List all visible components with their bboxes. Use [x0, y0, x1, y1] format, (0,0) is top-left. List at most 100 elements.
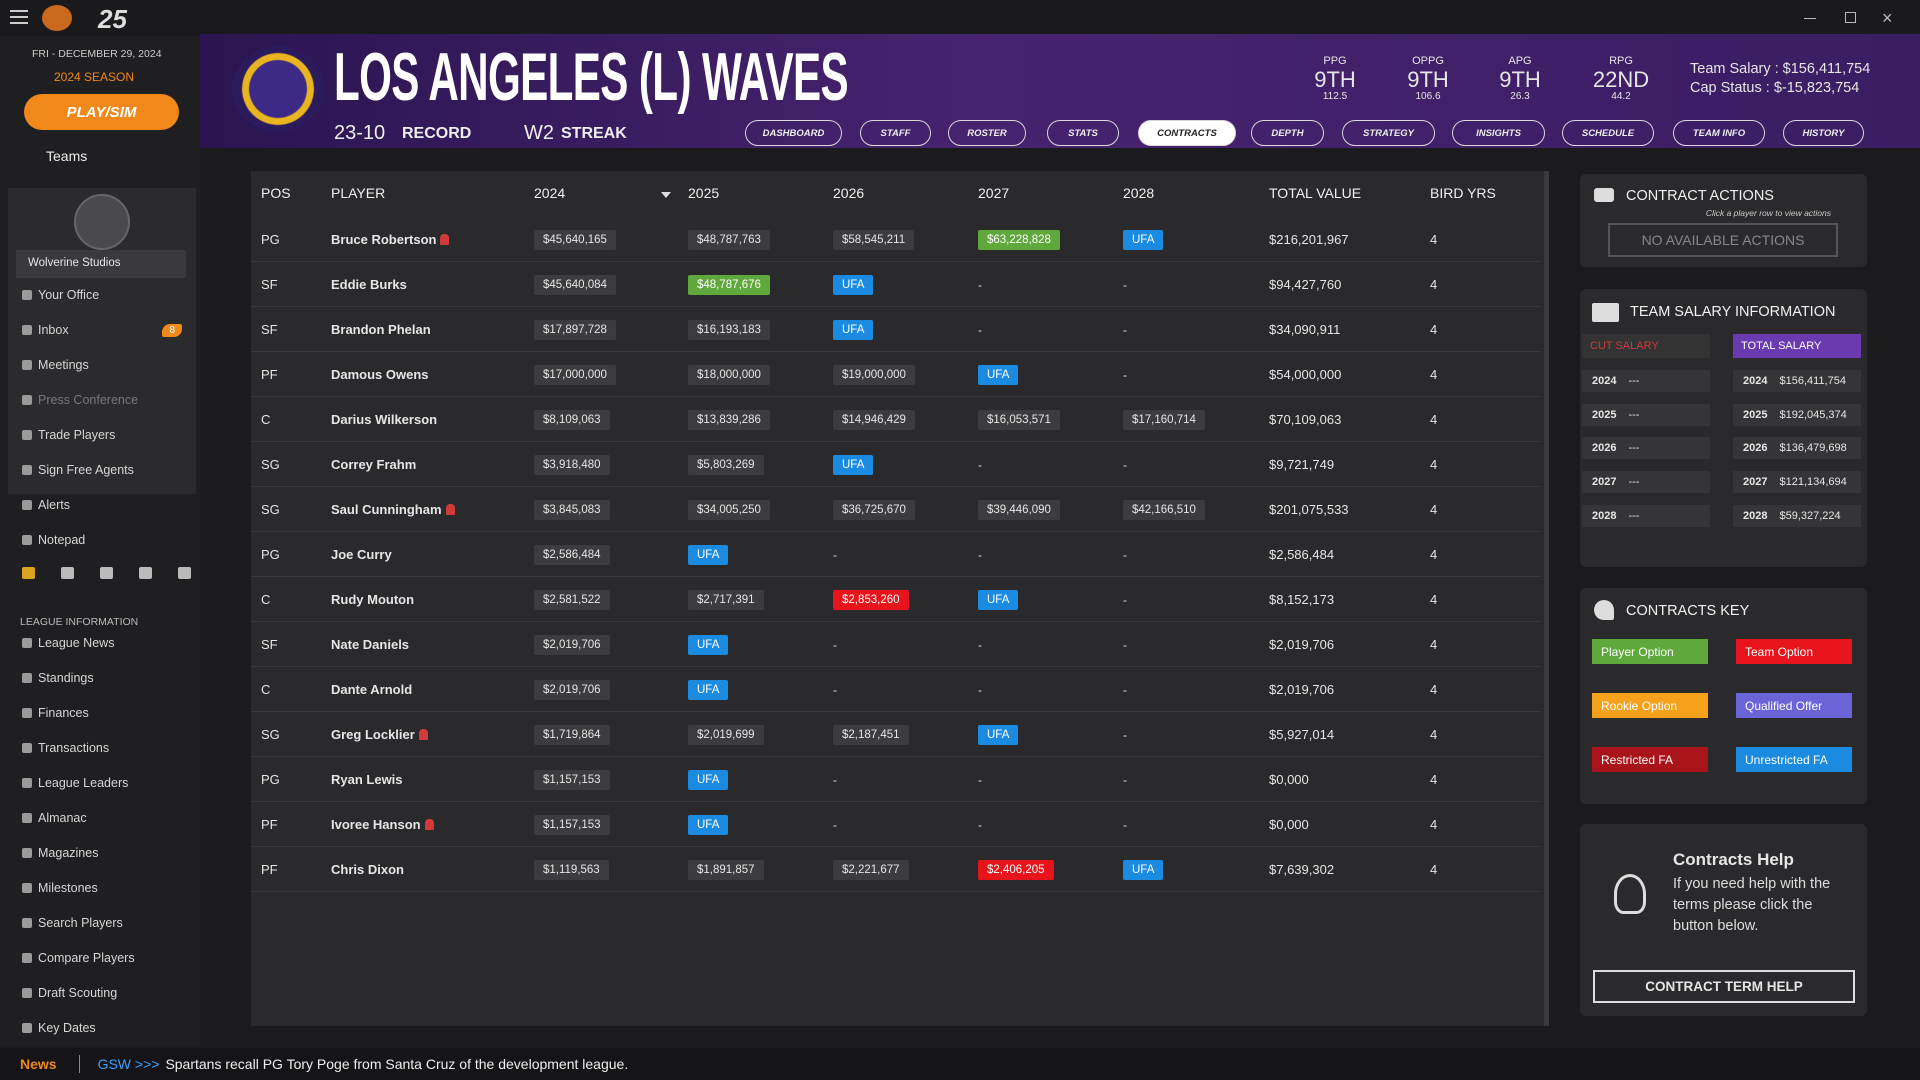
contract-row[interactable]: SG Correy Frahm $3,918,480 $5,803,269 UFA - - $…	[251, 442, 1541, 487]
league-item[interactable]: Milestones	[8, 874, 196, 902]
year: 2026	[1592, 442, 1617, 455]
nav-tab[interactable]: HISTORY	[1783, 120, 1864, 146]
contract-row[interactable]: SF Nate Daniels $2,019,706 UFA - - - $2,019,706…	[251, 622, 1541, 667]
column-header[interactable]: 2026	[833, 185, 865, 201]
help-button[interactable]: CONTRACT TERM HELP	[1593, 970, 1855, 1003]
contract-row[interactable]: PG Joe Curry $2,586,484 UFA - - - $2,586,484 4	[251, 532, 1541, 577]
teams[interactable]: Teams	[46, 148, 88, 164]
play-sim-button[interactable]: PLAY/SIM	[24, 94, 179, 130]
contract-row[interactable]: SF Eddie Burks $45,640,084 $48,787,676 UFA - -…	[251, 262, 1541, 307]
salary-amount: $2,221,677	[833, 859, 909, 880]
no-actions-button[interactable]: NO AVAILABLE ACTIONS	[1608, 223, 1838, 257]
contract-row[interactable]: SG Greg Locklier $1,719,864 $2,019,699 $2,18…	[251, 712, 1541, 757]
salary-amount: $17,160,714	[1123, 409, 1205, 430]
nav-tab[interactable]: STRATEGY	[1342, 120, 1435, 146]
menu-item[interactable]: Meetings	[8, 351, 196, 379]
year-cell: -	[1123, 802, 1127, 847]
total-label[interactable]: TOTAL SALARY	[1733, 334, 1861, 358]
column-header[interactable]: BIRD YRS	[1430, 185, 1496, 201]
minimize[interactable]	[1804, 18, 1816, 19]
quick-icon[interactable]	[22, 567, 35, 579]
league-item[interactable]: Magazines	[8, 839, 196, 867]
contract-row[interactable]: C Darius Wilkerson $8,109,063 $13,839,286 $1…	[251, 397, 1541, 442]
column-header[interactable]: 2025	[688, 185, 720, 201]
year-cell: $3,918,480	[534, 442, 610, 487]
menu-item[interactable]: Alerts	[8, 491, 196, 519]
studio-select[interactable]: Wolverine Studios	[16, 250, 186, 278]
menu-icon	[22, 1023, 32, 1033]
league-item[interactable]: Compare Players	[8, 944, 196, 972]
contract-row[interactable]: SF Brandon Phelan $17,897,728 $16,193,183 UF…	[251, 307, 1541, 352]
menu-item[interactable]: Trade Players	[8, 421, 196, 449]
empty-year: -	[978, 322, 982, 337]
year-cell: UFA	[688, 622, 729, 667]
nav-tab[interactable]: DEPTH	[1251, 120, 1324, 146]
nav-tab[interactable]: STATS	[1047, 120, 1119, 146]
salary-amount: $3,918,480	[534, 454, 610, 475]
league-item[interactable]: League Leaders	[8, 769, 196, 797]
year-cell: UFA	[688, 667, 729, 712]
nav-tab[interactable]: INSIGHTS	[1452, 120, 1545, 146]
league-item[interactable]: Standings	[8, 664, 196, 692]
team-logo	[232, 46, 324, 132]
total-value: $2,019,706	[1269, 637, 1335, 652]
contract-row[interactable]: C Rudy Mouton $2,581,522 $2,717,391 $2,853,2…	[251, 577, 1541, 622]
player-cell: Ivoree Hanson	[331, 802, 434, 847]
league-item[interactable]: Key Dates	[8, 1014, 196, 1042]
panel-icon	[1594, 188, 1614, 202]
menu-item[interactable]: Your Office	[8, 281, 196, 309]
nav-tab[interactable]: SCHEDULE	[1562, 120, 1654, 146]
nav-tab[interactable]: ROSTER	[948, 120, 1026, 146]
player-name: Brandon Phelan	[331, 322, 431, 337]
quick-icon[interactable]	[139, 567, 152, 579]
contract-row[interactable]: PF Chris Dixon $1,119,563 $1,891,857 $2,221,…	[251, 847, 1541, 892]
panel-icon	[1594, 600, 1614, 620]
close[interactable]: ×	[1882, 8, 1893, 28]
contract-row[interactable]: PF Ivoree Hanson $1,157,153 UFA - - - $0,000 4	[251, 802, 1541, 847]
menu-item[interactable]: Notepad	[8, 526, 196, 554]
contract-row[interactable]: C Dante Arnold $2,019,706 UFA - - - $2,019,706 4	[251, 667, 1541, 712]
league-item[interactable]: League News	[8, 629, 196, 657]
nav-tab[interactable]: STAFF	[860, 120, 931, 146]
league-item[interactable]: Draft Scouting	[8, 979, 196, 1007]
stat-label: PPG	[1323, 55, 1347, 67]
salary-amount: $16,053,571	[978, 409, 1060, 430]
year-cell: UFA	[1123, 217, 1164, 262]
quick-icon[interactable]	[100, 567, 113, 579]
salary-amount: $2,586,484	[534, 544, 610, 565]
key-item: Restricted FA	[1592, 747, 1708, 772]
menu-icon[interactable]	[10, 10, 28, 24]
menu-item[interactable]: Inbox 8	[8, 316, 196, 344]
position: C	[261, 682, 271, 697]
league-item[interactable]: Search Players	[8, 909, 196, 937]
contract-row[interactable]: PG Ryan Lewis $1,157,153 UFA - - - $0,000 4	[251, 757, 1541, 802]
nav-tab[interactable]: DASHBOARD	[745, 120, 842, 146]
cut-label[interactable]: CUT SALARY	[1582, 334, 1710, 358]
quick-icon[interactable]	[61, 567, 74, 579]
contract-row[interactable]: PG Bruce Robertson $45,640,165 $48,787,763 $…	[251, 217, 1541, 262]
year: 2028	[1743, 509, 1768, 522]
league-item[interactable]: Almanac	[8, 804, 196, 832]
league-item[interactable]: Finances	[8, 699, 196, 727]
league-item[interactable]: Transactions	[8, 734, 196, 762]
salary-amount: $17,000,000	[534, 364, 616, 385]
quick-icon[interactable]	[178, 567, 191, 579]
column-header[interactable]: POS	[261, 185, 291, 201]
column-header[interactable]: TOTAL VALUE	[1269, 185, 1362, 201]
year-cell: $36,725,670	[833, 487, 915, 532]
column-header[interactable]: 2024	[534, 185, 566, 201]
contract-row[interactable]: PF Damous Owens $17,000,000 $18,000,000 $19,…	[251, 352, 1541, 397]
nav-tab[interactable]: CONTRACTS	[1138, 120, 1236, 146]
column-header[interactable]: 2027	[978, 185, 1010, 201]
nav-tab[interactable]: TEAM INFO	[1673, 120, 1765, 146]
total-salary-row: 2025 $192,045,374	[1733, 403, 1861, 426]
restore[interactable]	[1845, 12, 1856, 23]
column-header[interactable]: PLAYER	[331, 185, 386, 201]
total-salary-row: 2026 $136,479,698	[1733, 437, 1861, 460]
contract-row[interactable]: SG Saul Cunningham $3,845,083 $34,005,250 $3…	[251, 487, 1541, 532]
menu-item[interactable]: Sign Free Agents	[8, 456, 196, 484]
injury-icon	[440, 234, 450, 245]
column-header[interactable]: 2028	[1123, 185, 1155, 201]
salary-amount: $1,157,153	[534, 814, 610, 835]
